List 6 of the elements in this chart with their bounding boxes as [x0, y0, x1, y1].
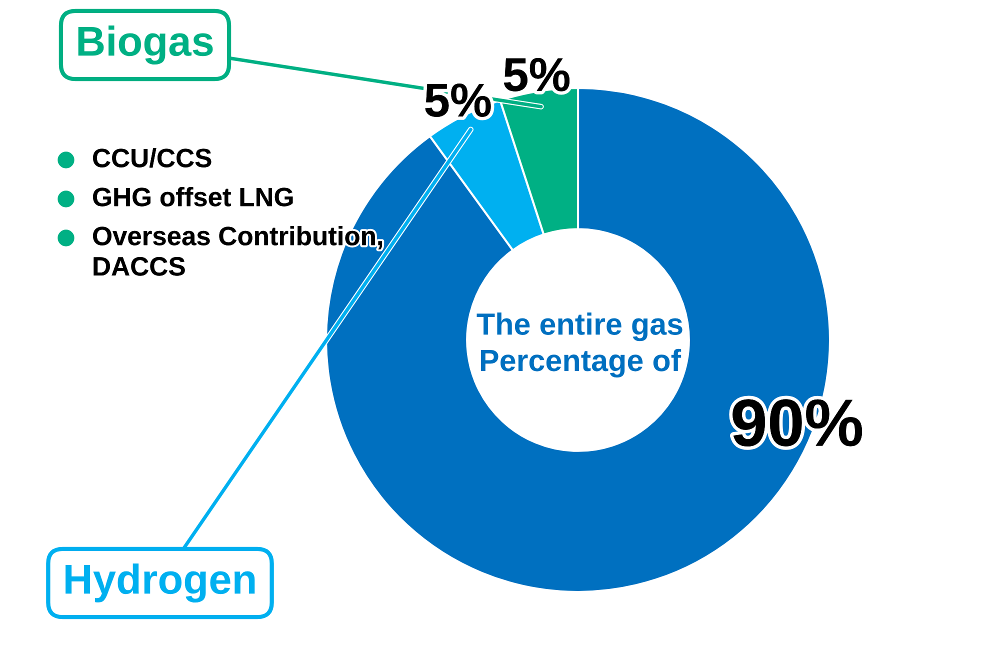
slice-label: Biogas [78, 25, 213, 65]
text: The entire gas Percentage of [476, 312, 682, 378]
data-label: 5% [504, 58, 570, 92]
text: CCU/CCS [93, 148, 212, 168]
text: GHG offset LNG [93, 187, 293, 206]
slice-label: Hydrogen [66, 563, 255, 603]
